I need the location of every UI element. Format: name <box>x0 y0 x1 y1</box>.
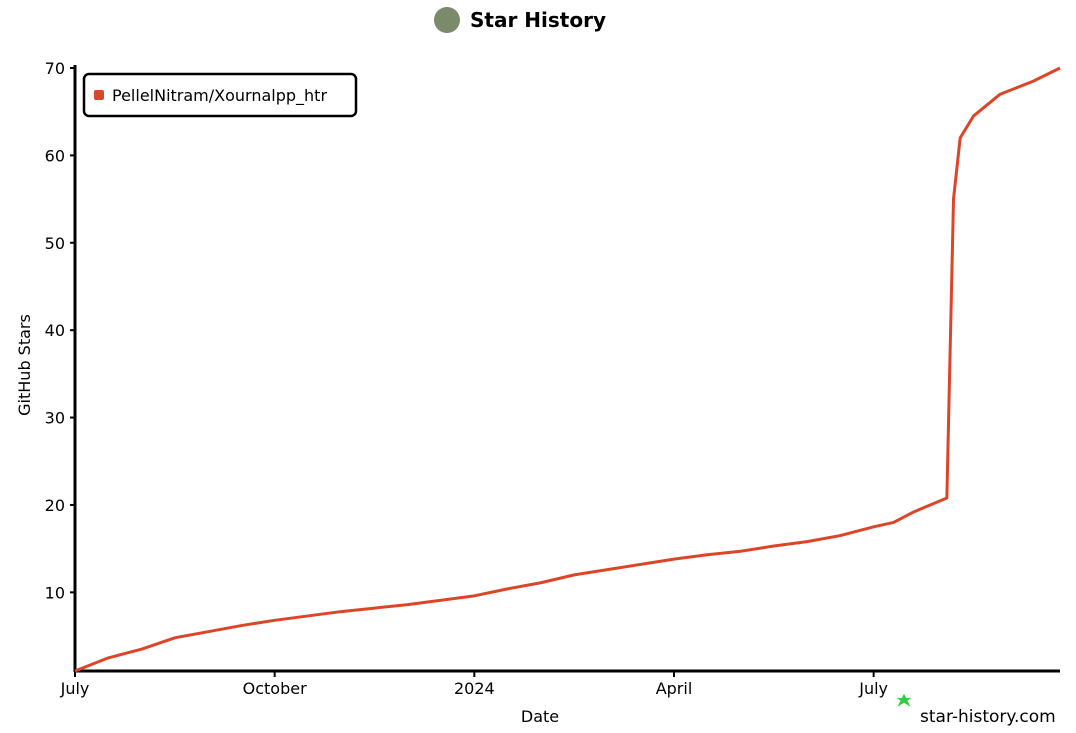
y-axis-label: GitHub Stars <box>15 314 34 416</box>
series-line <box>75 68 1060 671</box>
legend-swatch <box>94 90 104 100</box>
y-tick-label: 10 <box>45 583 65 602</box>
x-tick-label: July <box>858 679 888 698</box>
chart: Star History Date GitHub Stars star-hist… <box>0 0 1076 729</box>
y-tick-label: 60 <box>45 146 65 165</box>
y-tick-label: 40 <box>45 321 65 340</box>
watermark: star-history.com <box>920 707 1056 727</box>
y-tick-label: 50 <box>45 234 65 253</box>
legend-label: PellelNitram/Xournalpp_htr <box>112 86 327 106</box>
x-tick-label: October <box>243 679 307 698</box>
avatar <box>434 7 460 33</box>
x-axis-label: Date <box>521 707 559 726</box>
y-tick-label: 30 <box>45 409 65 428</box>
y-tick-label: 70 <box>45 59 65 78</box>
y-tick-label: 20 <box>45 496 65 515</box>
x-tick-label: April <box>656 679 693 698</box>
watermark-logo <box>900 696 908 704</box>
chart-title: Star History <box>470 8 606 32</box>
x-tick-label: July <box>60 679 90 698</box>
x-tick-label: 2024 <box>454 679 495 698</box>
